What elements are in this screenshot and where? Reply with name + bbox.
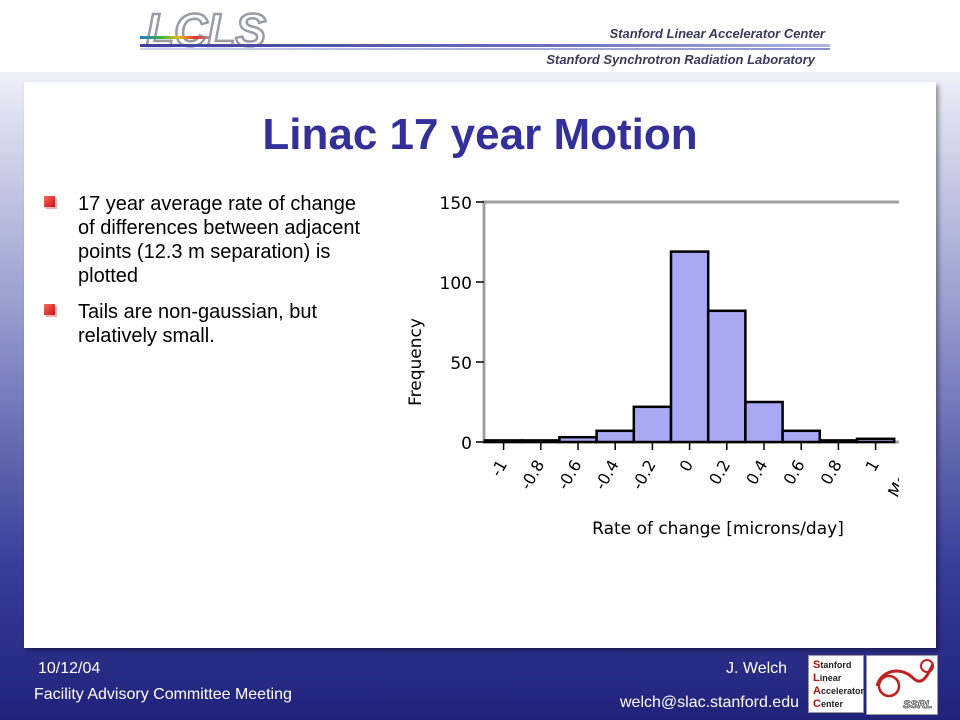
slac-logo: Stanford Linear Accelerator Center [808,655,864,713]
bullet-text: Tails are non-gaussian, but relatively s… [78,301,318,347]
bullet-item: Tails are non-gaussian, but relatively s… [44,300,364,348]
ssrl-logo: SSRL [866,655,938,715]
footer-author: J. Welch [726,660,788,677]
header-bar: LCLS Stanford Linear Accelerator Center … [0,0,960,72]
y-tick-label: 100 [440,274,472,294]
x-tick-label: 0 [676,457,698,475]
x-tick-label: 0.2 [705,457,734,489]
histogram-bar [818,439,859,444]
slac-logo-text: tanford [820,660,852,670]
bullet-square-icon [44,304,55,315]
bullet-text: 17 year average rate of change of differ… [78,193,361,287]
header-rule [140,44,830,47]
slac-logo-line: Linear [813,672,842,684]
x-tick-label: 0.6 [779,457,808,489]
x-tick-label: -0.8 [516,457,548,494]
y-tick-label: 50 [450,354,472,374]
x-tick-label: -0.2 [628,457,660,494]
histogram-bar [855,437,896,444]
histogram-bar [520,439,561,444]
footer-meeting: Facility Advisory Committee Meeting [34,686,292,703]
histogram-bar [483,439,524,444]
x-tick-label: 0.4 [742,457,771,489]
slac-logo-line: Accelerator [813,685,864,697]
histogram-bar [558,435,598,444]
x-tick-label: -1 [487,457,511,480]
y-tick-label: 0 [461,434,472,454]
footer-date: 10/12/04 [38,660,101,677]
slac-logo-line: Stanford [813,659,852,671]
slide-panel: Linac 17 year Motion 17 year average rat… [24,82,936,648]
bullet-square-icon [44,196,55,207]
slac-logo-text: enter [820,699,843,709]
histogram-chart: 0 50 100 150 -1 -0.8 -0.6 -0.4 -0.2 0 0.2 0.4 0.6 0.8… [406,194,899,539]
x-tick-label: 0.8 [817,457,846,489]
histogram-bar [706,309,747,444]
footer-email: welch@slac.stanford.edu [620,694,799,711]
y-axis-label: Frequency [406,318,426,406]
bullet-list: 17 year average rate of change of differ… [44,192,364,360]
histogram-bar [669,250,710,444]
x-tick-label: More [884,457,899,501]
slide-title: Linac 17 year Motion [262,110,698,159]
x-axis-label: Rate of change [microns/day] [592,519,844,539]
bullet-item: 17 year average rate of change of differ… [44,192,364,288]
x-tick-label: -0.4 [591,457,623,494]
x-tick-label: -0.6 [553,457,585,494]
slac-logo-line: Center [813,698,843,710]
org-name-ssrl: Stanford Synchrotron Radiation Laborator… [546,52,815,67]
lcls-logo: LCLS [140,6,268,56]
histogram-bar [632,405,673,444]
header-rule-secondary [140,48,830,50]
y-tick-label: 150 [440,194,472,214]
lcls-logo-text: LCLS [146,6,266,56]
x-tick-label: 1 [862,457,884,475]
ssrl-logo-text: SSRL [903,699,933,711]
org-name-slac: Stanford Linear Accelerator Center [609,26,825,41]
histogram-bar [744,400,784,444]
histogram-bar [595,429,636,444]
histogram-bar [781,429,822,444]
slac-logo-text: ccelerator [820,686,864,696]
slac-logo-text: inear [819,673,842,683]
ssrl-logo-graphic: SSRL [875,659,935,711]
